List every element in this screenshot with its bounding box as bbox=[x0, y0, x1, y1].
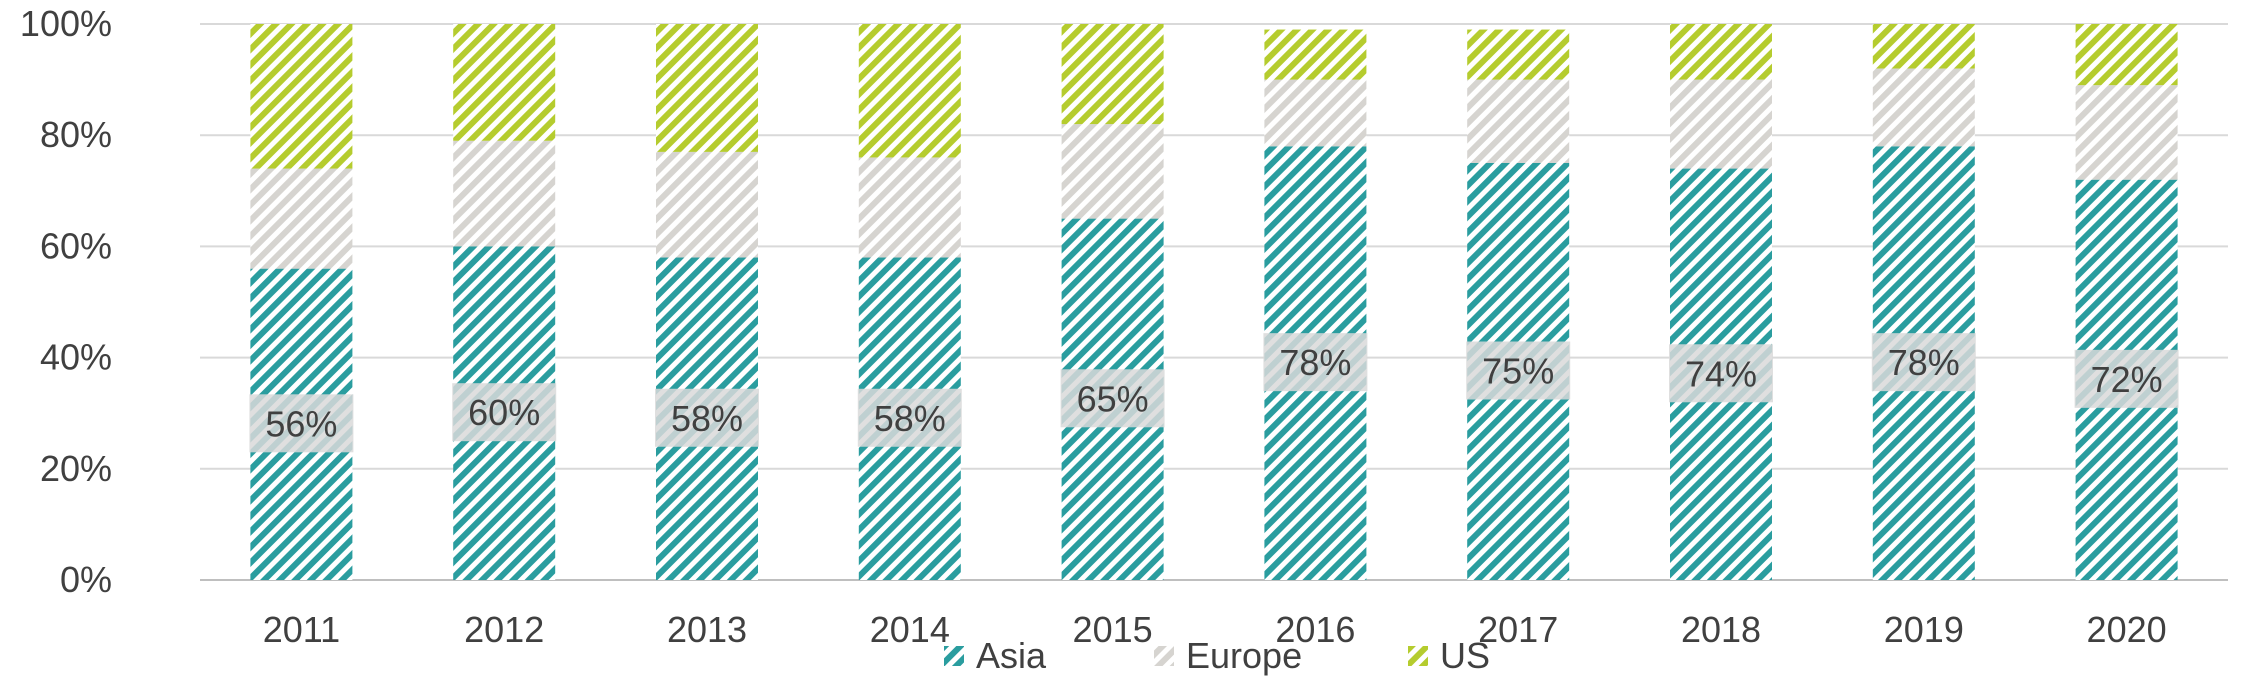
legend: Asia Europe US bbox=[944, 635, 1490, 676]
data-label: 72% bbox=[2074, 349, 2179, 408]
legend-item-asia: Asia bbox=[944, 635, 1047, 676]
y-tick-label: 80% bbox=[40, 114, 112, 155]
bar-us-2018 bbox=[1670, 24, 1772, 80]
x-tick-label: 2013 bbox=[667, 609, 747, 650]
data-label-background bbox=[655, 388, 759, 447]
bars bbox=[250, 24, 2178, 580]
data-label-background bbox=[452, 383, 557, 442]
data-label-text: 78% bbox=[1279, 342, 1351, 383]
data-label-background bbox=[1060, 369, 1165, 428]
legend-swatch bbox=[944, 646, 964, 666]
x-tick-label: 2017 bbox=[1478, 609, 1558, 650]
x-axis: 2011 2012 2013 2014 2015 2016 2017 2018 2019 2020 bbox=[263, 609, 2167, 650]
legend-label: US bbox=[1440, 635, 1490, 676]
data-label-text: 74% bbox=[1685, 353, 1757, 394]
bar-us-2020 bbox=[2075, 24, 2178, 86]
data-label-background bbox=[857, 388, 962, 447]
bar-europe-2018 bbox=[1670, 79, 1772, 169]
data-label-text: 58% bbox=[874, 398, 946, 439]
data-label-text: 65% bbox=[1077, 378, 1149, 419]
legend-label: Europe bbox=[1186, 635, 1302, 676]
data-label: 75% bbox=[1466, 341, 1571, 400]
x-tick-label: 2020 bbox=[2087, 609, 2167, 650]
legend-swatch bbox=[1154, 646, 1174, 666]
data-label: 60% bbox=[452, 383, 557, 442]
bar-europe-2017 bbox=[1467, 79, 1570, 163]
data-label: 74% bbox=[1669, 344, 1773, 403]
x-tick-label: 2015 bbox=[1073, 609, 1153, 650]
y-tick-label: 20% bbox=[40, 448, 112, 489]
data-label: 78% bbox=[1871, 333, 1976, 392]
bar-europe-2015 bbox=[1061, 124, 1164, 219]
x-tick-label: 2014 bbox=[870, 609, 950, 650]
data-label-background bbox=[1466, 341, 1571, 400]
data-label: 58% bbox=[655, 388, 759, 447]
bar-us-2015 bbox=[1061, 24, 1164, 125]
data-label-background bbox=[2074, 349, 2179, 408]
data-label: 56% bbox=[249, 394, 354, 453]
data-labels: 56% 60% 58% 58% 65% 78% 75% 74% 78% 72% bbox=[249, 333, 2179, 453]
bar-us-2012 bbox=[453, 24, 556, 141]
x-tick-label: 2012 bbox=[464, 609, 544, 650]
data-label-text: 75% bbox=[1482, 351, 1554, 392]
data-label: 58% bbox=[857, 388, 962, 447]
y-tick-label: 0% bbox=[60, 559, 112, 600]
data-label-background bbox=[249, 394, 354, 453]
data-label-background bbox=[1669, 344, 1773, 403]
bar-europe-2019 bbox=[1872, 68, 1975, 147]
bar-europe-2012 bbox=[453, 140, 556, 247]
data-label-text: 78% bbox=[1888, 342, 1960, 383]
data-label-background bbox=[1263, 333, 1368, 392]
bar-us-2016 bbox=[1264, 29, 1367, 80]
bar-europe-2014 bbox=[858, 157, 961, 258]
x-tick-label: 2016 bbox=[1275, 609, 1355, 650]
data-label: 78% bbox=[1263, 333, 1368, 392]
x-tick-label: 2018 bbox=[1681, 609, 1761, 650]
x-tick-label: 2019 bbox=[1884, 609, 1964, 650]
data-label: 65% bbox=[1060, 369, 1165, 428]
bar-europe-2013 bbox=[656, 151, 758, 258]
bar-us-2014 bbox=[858, 24, 961, 158]
legend-swatch bbox=[1408, 646, 1428, 666]
bar-europe-2016 bbox=[1264, 79, 1367, 147]
bar-us-2019 bbox=[1872, 24, 1975, 69]
data-label-text: 72% bbox=[2091, 359, 2163, 400]
y-tick-label: 60% bbox=[40, 225, 112, 266]
bar-us-2017 bbox=[1467, 29, 1570, 80]
legend-item-us: US bbox=[1408, 635, 1490, 676]
y-axis: 0% 20% 40% 60% 80% 100% bbox=[20, 3, 112, 600]
data-label-text: 58% bbox=[671, 398, 743, 439]
legend-label: Asia bbox=[976, 635, 1047, 676]
data-label-background bbox=[1871, 333, 1976, 392]
data-label-text: 60% bbox=[468, 392, 540, 433]
bar-europe-2020 bbox=[2075, 85, 2178, 180]
bar-us-2011 bbox=[250, 24, 353, 169]
bar-us-2013 bbox=[656, 24, 758, 152]
bar-europe-2011 bbox=[250, 168, 353, 269]
legend-item-europe: Europe bbox=[1154, 635, 1302, 676]
y-tick-label: 100% bbox=[20, 3, 112, 44]
x-tick-label: 2011 bbox=[263, 609, 340, 650]
y-tick-label: 40% bbox=[40, 337, 112, 378]
data-label-text: 56% bbox=[265, 403, 337, 444]
